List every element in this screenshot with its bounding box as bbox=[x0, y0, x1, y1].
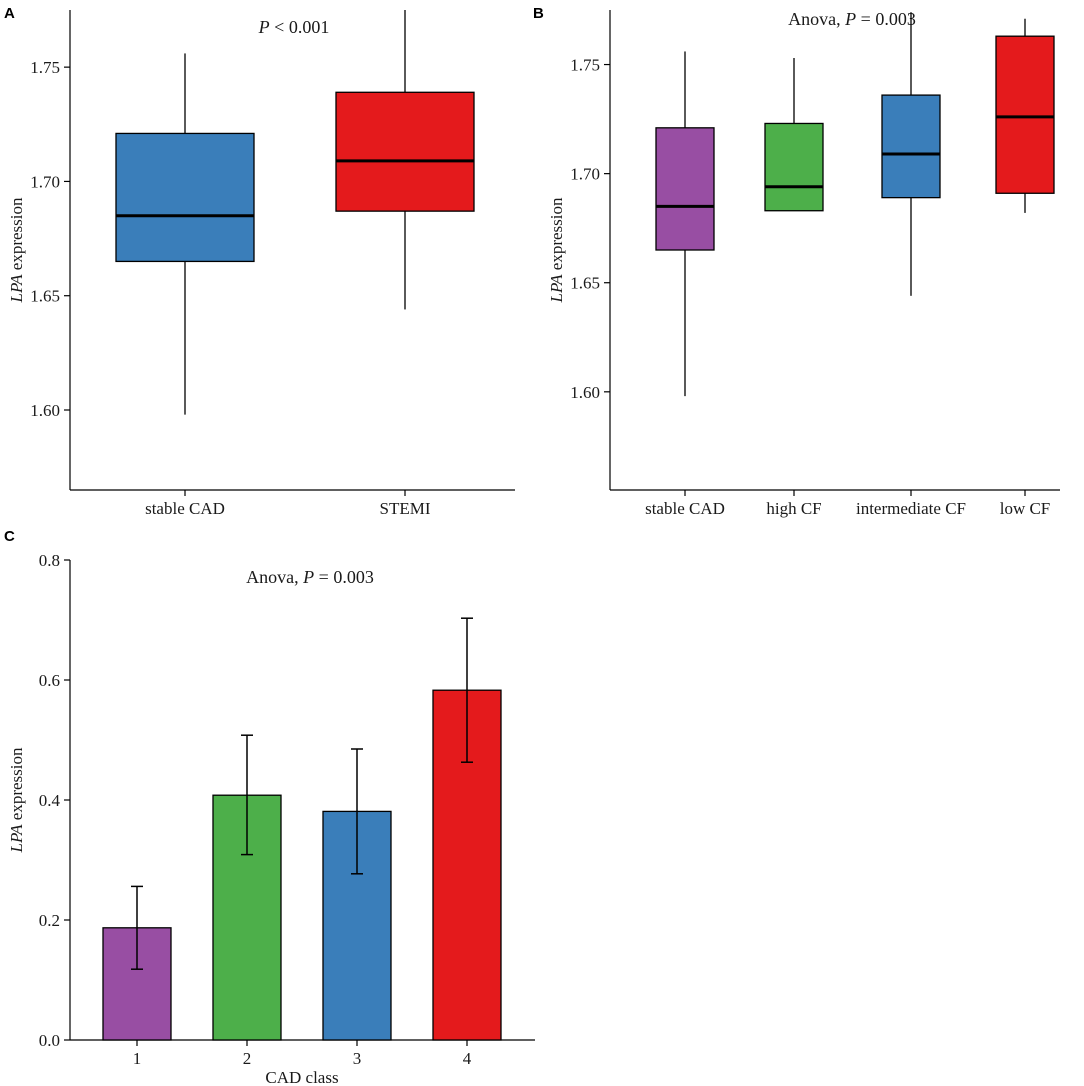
panel-a-y-tick-label: 1.70 bbox=[30, 172, 60, 191]
panel-c-x-tick-label: 4 bbox=[463, 1049, 472, 1068]
panel-c-x-tick-label: 3 bbox=[353, 1049, 362, 1068]
panel-c-y-tick-label: 0.0 bbox=[39, 1031, 60, 1050]
panel-a-y-tick-label: 1.75 bbox=[30, 58, 60, 77]
panel-c: C Anova, P = 0.003 LPA expression CAD cl… bbox=[4, 528, 535, 1086]
panel-b-box bbox=[655, 127, 715, 251]
panel-c-x-tick-label: 1 bbox=[133, 1049, 142, 1068]
panel-c-y-tick-label: 0.6 bbox=[39, 671, 60, 690]
panel-b-y-axis-title: LPA expression bbox=[547, 197, 566, 304]
panel-c-y-tick-label: 0.2 bbox=[39, 911, 60, 930]
panel-b-box bbox=[995, 35, 1055, 194]
panel-c-y-tick-label: 0.4 bbox=[39, 791, 61, 810]
panel-c-y-axis-title: LPA expression bbox=[7, 747, 26, 854]
panel-b-y-tick-label: 1.65 bbox=[570, 274, 600, 293]
panel-a-box bbox=[115, 132, 255, 263]
panel-b-x-tick-label: stable CAD bbox=[645, 499, 725, 518]
panel-b-y-tick-label: 1.70 bbox=[570, 165, 600, 184]
panel-c-label: C bbox=[4, 528, 15, 545]
panel-b-x-tick-label: low CF bbox=[1000, 499, 1051, 518]
panel-b-label: B bbox=[533, 5, 544, 22]
panel-a-x-tick-label: STEMI bbox=[380, 499, 431, 518]
panel-b-x-tick-label: high CF bbox=[766, 499, 821, 518]
panel-b-y-tick-label: 1.75 bbox=[570, 56, 600, 75]
panel-b-y-tick-label: 1.60 bbox=[570, 383, 600, 402]
panel-b-box bbox=[881, 94, 941, 199]
panel-b-box bbox=[764, 122, 824, 212]
panel-a-x-tick-label: stable CAD bbox=[145, 499, 225, 518]
panel-c-x-tick-label: 2 bbox=[243, 1049, 252, 1068]
panel-a: A P < 0.001 LPA expression 1.60 1.65 1.70 1… bbox=[4, 5, 515, 518]
panel-b: B Anova, P = 0.003 LPA expression 1.60 1.… bbox=[533, 5, 1060, 518]
panel-c-annotation: Anova, P = 0.003 bbox=[246, 567, 374, 587]
panel-a-annotation: P < 0.001 bbox=[258, 17, 330, 37]
panel-a-y-tick-label: 1.65 bbox=[30, 287, 60, 306]
panel-a-y-axis-title: LPA expression bbox=[7, 197, 26, 304]
panel-a-y-tick-label: 1.60 bbox=[30, 401, 60, 420]
panel-c-x-axis-title: CAD class bbox=[265, 1068, 338, 1086]
panel-b-x-tick-label: intermediate CF bbox=[856, 499, 966, 518]
panel-b-annotation: Anova, P = 0.003 bbox=[788, 9, 916, 29]
panel-c-y-tick-label: 0.8 bbox=[39, 551, 60, 570]
panel-a-label: A bbox=[4, 5, 15, 22]
panel-a-box bbox=[335, 91, 475, 212]
